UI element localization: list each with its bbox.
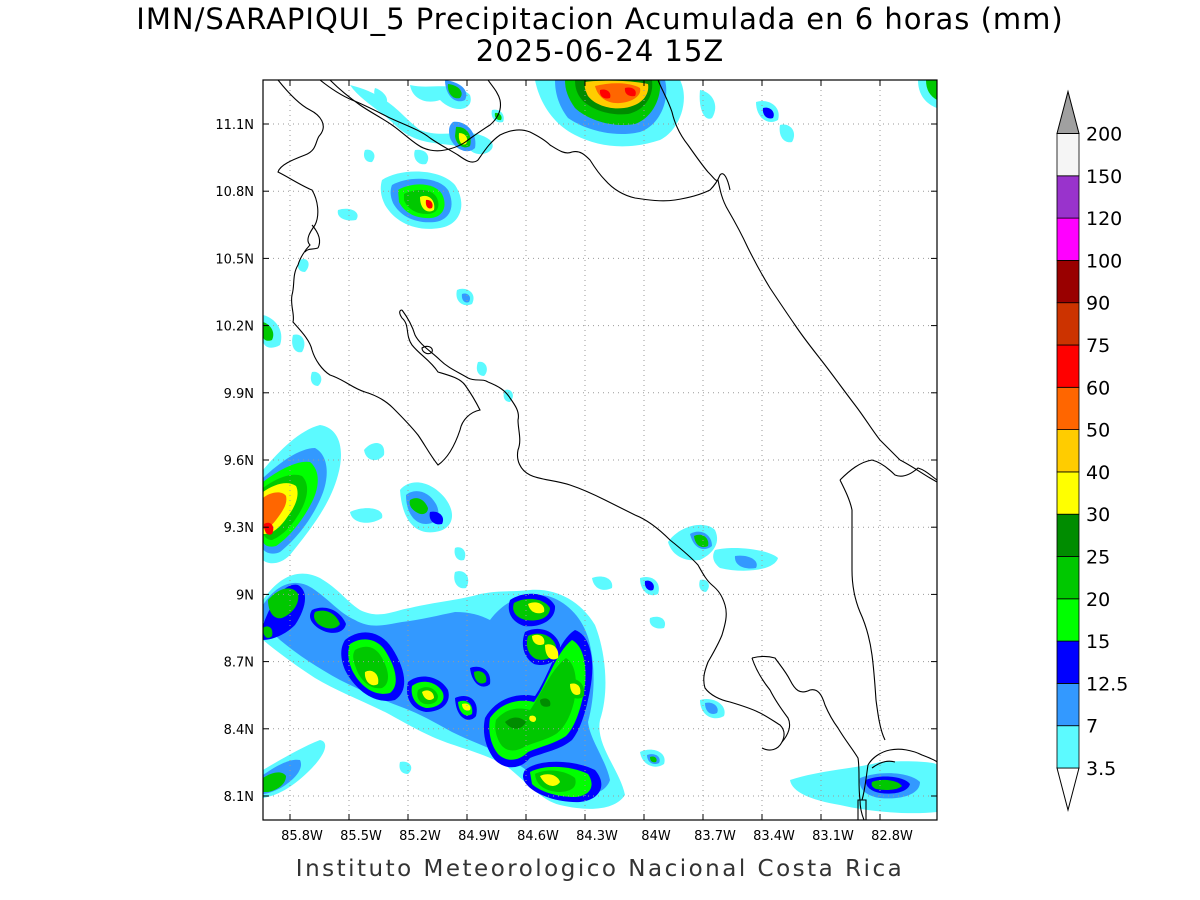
colorbar-segment <box>1056 429 1080 473</box>
lat-tick-label: 9N <box>236 588 254 603</box>
precipitation-field <box>263 80 937 814</box>
colorbar-under-triangle <box>1056 767 1080 812</box>
colorbar-label: 120 <box>1086 208 1122 230</box>
colorbar-segment <box>1056 259 1080 304</box>
colorbar-label: 7 <box>1086 716 1098 738</box>
lon-tick-label: 82.8W <box>871 829 913 844</box>
colorbar-label: 150 <box>1086 166 1122 188</box>
colorbar-label: 50 <box>1086 420 1110 442</box>
lon-tick-label: 85.5W <box>340 829 382 844</box>
lat-tick-label: 9.9N <box>224 387 254 402</box>
colorbar-segment <box>1056 683 1080 727</box>
colorbar-label: 12.5 <box>1086 673 1128 695</box>
colorbar-label: 90 <box>1086 293 1110 315</box>
colorbar-segment <box>1056 471 1080 515</box>
colorbar-segment <box>1056 725 1080 769</box>
colorbar-label: 3.5 <box>1086 758 1116 780</box>
colorbar-label: 15 <box>1086 631 1110 653</box>
colorbar-segment <box>1056 133 1080 177</box>
lat-tick-label: 8.1N <box>224 790 254 805</box>
lat-tick-label: 8.4N <box>224 723 254 738</box>
colorbar-label: 75 <box>1086 335 1110 357</box>
lon-tick-label: 85.8W <box>281 829 323 844</box>
colorbar-label: 60 <box>1086 377 1110 399</box>
colorbar-segment <box>1056 302 1080 346</box>
map-footer: Instituto Meteorologico Nacional Costa R… <box>295 856 905 882</box>
colorbar-segment <box>1056 598 1080 642</box>
coastlines <box>277 80 937 820</box>
colorbar-label: 100 <box>1086 250 1122 272</box>
lat-tick-label: 10.5N <box>215 252 254 267</box>
colorbar-segment <box>1056 175 1080 219</box>
lon-tick-label: 83.7W <box>694 829 736 844</box>
lon-tick-label: 83.4W <box>753 829 795 844</box>
lon-tick-label: 84W <box>641 829 671 844</box>
longitude-axis: 85.8W 85.5W 85.2W 84.9W 84.6W 84.3W 84W 83.7W 83… <box>281 80 913 844</box>
colorbar-segment <box>1056 513 1080 557</box>
colorbar-segment <box>1056 344 1080 388</box>
lat-tick-label: 11.1N <box>215 118 254 133</box>
map-title: IMN/SARAPIQUI_5 Precipitacion Acumulada … <box>136 2 1064 36</box>
lat-tick-label: 10.2N <box>215 320 254 335</box>
colorbar-label: 200 <box>1086 124 1122 146</box>
lon-tick-label: 85.2W <box>399 829 441 844</box>
colorbar-label: 25 <box>1086 547 1110 569</box>
lat-tick-label: 9.6N <box>224 454 254 469</box>
lon-tick-label: 83.1W <box>812 829 854 844</box>
colorbar-over-triangle <box>1056 89 1080 134</box>
lon-tick-label: 84.9W <box>458 829 500 844</box>
latitude-axis: 11.1N 10.8N 10.5N 10.2N 9.9N 9.6N 9.3N 9N 8.7N 8.… <box>215 118 937 805</box>
lat-tick-label: 8.7N <box>224 656 254 671</box>
colorbar: 3.5 7 12.5 15 20 25 30 40 50 60 75 90 100 120 150 200 <box>1056 89 1128 812</box>
map-gridlines <box>263 80 937 820</box>
colorbar-label: 20 <box>1086 589 1110 611</box>
map-subtitle: 2025-06-24 15Z <box>475 34 725 68</box>
colorbar-segment <box>1056 556 1080 600</box>
lon-tick-label: 84.6W <box>517 829 559 844</box>
lat-tick-label: 10.8N <box>215 185 254 200</box>
colorbar-segment <box>1056 217 1080 261</box>
lon-tick-label: 84.3W <box>576 829 618 844</box>
plot-frame <box>262 79 938 821</box>
colorbar-label: 30 <box>1086 504 1110 526</box>
colorbar-label: 40 <box>1086 462 1110 484</box>
lat-tick-label: 9.3N <box>224 521 254 536</box>
colorbar-segment <box>1056 386 1080 430</box>
colorbar-segment <box>1056 640 1080 684</box>
